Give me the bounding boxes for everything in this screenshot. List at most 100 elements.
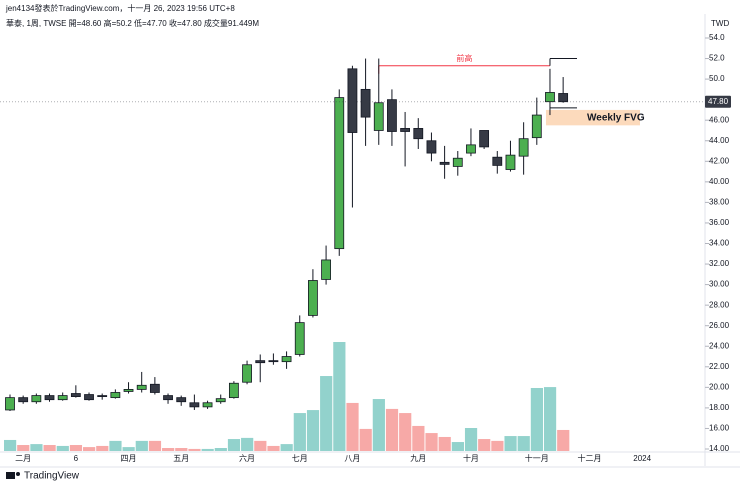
x-tick-label: 四月 [121,454,137,463]
x-tick-label: 6 [74,454,79,463]
volume-bar [530,387,543,451]
y-tick-label: 44.00 [709,136,730,145]
volume-bar [148,440,162,451]
symbol-line: 華泰, 1周, TWSE 開=48.60 高=50.2 低=47.70 收=47… [6,18,259,28]
candle-body [242,364,252,383]
volume-bar [43,445,56,451]
candle-body [281,356,292,363]
y-tick-label: 22.00 [709,362,730,371]
volume-bar [425,433,438,451]
volume-bar [96,445,109,451]
y-tick-label: 24.00 [709,341,730,350]
candle-body [163,395,173,401]
y-tick-label: 18.00 [709,403,730,412]
fvg-box [545,109,640,126]
y-tick-label: 28.00 [709,300,730,309]
candle-body [518,138,529,157]
candle-body [334,97,345,250]
volume-bar [399,413,412,451]
candle-body [466,144,476,154]
volume-bar [188,448,201,451]
candle-body [387,99,397,132]
volume-bar [69,445,83,451]
x-tick-label: 十月 [463,453,479,463]
candle-body [321,259,331,280]
candle-body [136,384,147,390]
fvg-label: Weekly FVG [587,112,645,123]
y-tick-label: 46.00 [709,115,730,124]
candle-body [308,280,318,316]
candle-body [505,154,516,170]
y-tick-label: 36.00 [709,218,730,227]
candle-body [531,114,542,139]
candle-body [228,382,239,399]
x-tick-label: 八月 [344,454,360,463]
brand: TradingView [24,471,80,482]
volume-bar [201,448,214,451]
x-tick-label: 五月 [173,454,189,463]
candle-body [413,128,424,140]
y-tick-label: 30.00 [709,280,730,289]
volume-bar [122,447,135,451]
y-tick-label: 20.00 [709,382,730,391]
candle-body [31,395,42,403]
volume-bar [109,440,122,451]
candle-body [57,395,68,401]
candle-body [545,92,555,103]
candle-body [110,392,121,399]
volume-bar [412,425,425,451]
candle-body [373,102,384,131]
y-tick-label: 32.00 [709,259,730,268]
volume-bar [491,440,504,451]
volume-bar [175,448,188,451]
y-tick-label: 52.0 [709,54,725,63]
candle-body [439,161,450,165]
volume-bar [543,387,557,451]
volume-bar [320,376,333,451]
volume-bar [385,408,399,451]
volume-bar [438,436,451,451]
candle-body [492,156,503,166]
volume-bar [83,447,96,451]
candle-body [70,393,81,397]
volume-bar [280,444,293,451]
x-tick-label: 2024 [633,454,651,463]
y-tick-label: 50.0 [709,74,725,83]
candle-body [149,383,160,393]
volume-bar [162,448,175,451]
last-price-tag [705,95,731,108]
prev-high-label: 前高 [456,53,472,63]
candle-body [347,68,358,133]
volume-bar [557,429,570,451]
y-tick-label: 42.00 [709,156,730,165]
candle-body [215,398,226,403]
candle-body [97,395,108,397]
volume-bar [254,440,267,451]
y-tick-label: 40.00 [709,177,730,186]
volume-bar [372,399,385,451]
x-tick-label: 七月 [292,454,308,463]
volume-bar [293,413,306,451]
candle-body [479,130,490,148]
y-tick-label: 14.00 [709,444,730,453]
candle-body [44,395,55,401]
candle-body [558,93,569,103]
y-tick-label: 26.00 [709,321,730,330]
candle-body [255,360,266,364]
candle-body [18,397,29,403]
candle-body [5,397,15,411]
candle-body [189,402,200,408]
volume-bar [346,402,359,451]
volume-bar [135,440,148,451]
candle-body [202,402,213,408]
candle-body [426,140,437,154]
candle-body [360,88,371,118]
volume-bar [214,448,227,451]
y-tick-label: 38.00 [709,198,730,207]
volume-bar [517,436,530,451]
volume-bar [478,439,491,451]
x-tick-label: 十一月 [525,453,549,463]
volume-bar [359,428,372,451]
